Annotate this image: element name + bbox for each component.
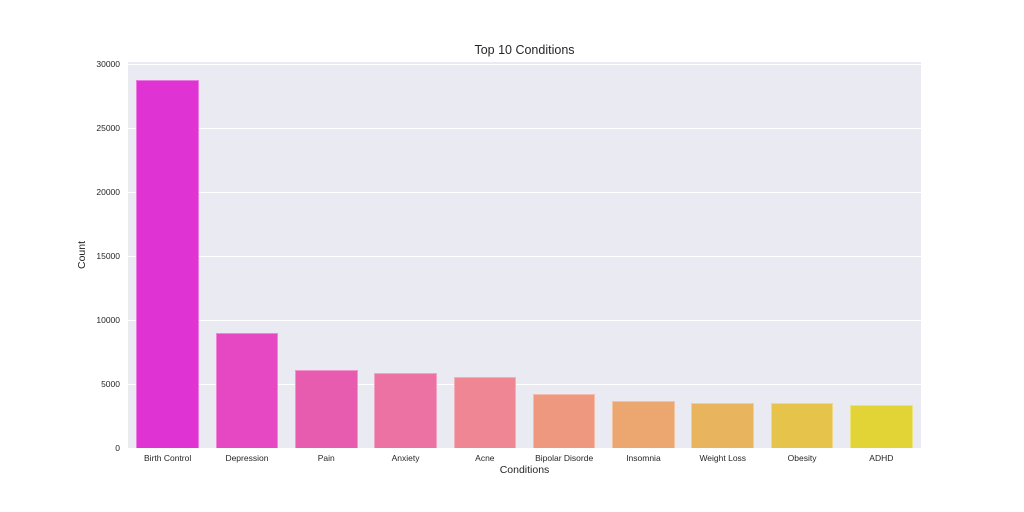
gridline xyxy=(128,128,921,129)
y-axis-label: Count xyxy=(76,240,88,270)
bar-birth-control xyxy=(136,80,199,448)
gridline xyxy=(128,320,921,321)
bar-anxiety xyxy=(374,373,437,448)
bar-insomnia xyxy=(612,401,675,448)
bar-acne xyxy=(453,376,517,448)
x-tick-label: Acne xyxy=(475,453,495,463)
x-tick-label: Pain xyxy=(317,453,335,463)
gridline xyxy=(128,192,921,193)
gridline xyxy=(128,256,921,257)
bar-bipolar-disorde xyxy=(532,394,596,448)
x-tick-label: ADHD xyxy=(869,453,894,463)
y-tick-label: 20000 xyxy=(96,187,120,197)
bar-depression xyxy=(215,332,279,448)
bar-pain xyxy=(294,369,358,448)
chart-title: Top 10 Conditions xyxy=(474,43,575,57)
x-tick-label: Depression xyxy=(225,453,269,463)
bar-obesity xyxy=(770,403,834,448)
x-axis-label: Conditions xyxy=(499,464,550,476)
y-tick-label: 10000 xyxy=(96,315,120,325)
x-tick-label: Obesity xyxy=(787,453,817,463)
y-tick-label: 25000 xyxy=(96,123,120,133)
y-tick-label: 0 xyxy=(115,443,120,453)
bar-adhd xyxy=(850,405,913,448)
plot-area xyxy=(128,62,921,449)
x-tick-label: Insomnia xyxy=(626,453,661,463)
gridline xyxy=(128,384,921,385)
y-tick-label: 15000 xyxy=(96,251,120,261)
y-tick-label: 30000 xyxy=(96,59,120,69)
y-tick-label: 5000 xyxy=(101,379,120,389)
bar-weight-loss xyxy=(691,402,755,448)
x-tick-label: Bipolar Disorde xyxy=(535,453,594,463)
gridline xyxy=(128,448,921,449)
x-tick-label: Birth Control xyxy=(144,453,192,463)
x-tick-label: Weight Loss xyxy=(699,453,747,463)
x-tick-label: Anxiety xyxy=(391,453,420,463)
gridline xyxy=(128,64,921,65)
